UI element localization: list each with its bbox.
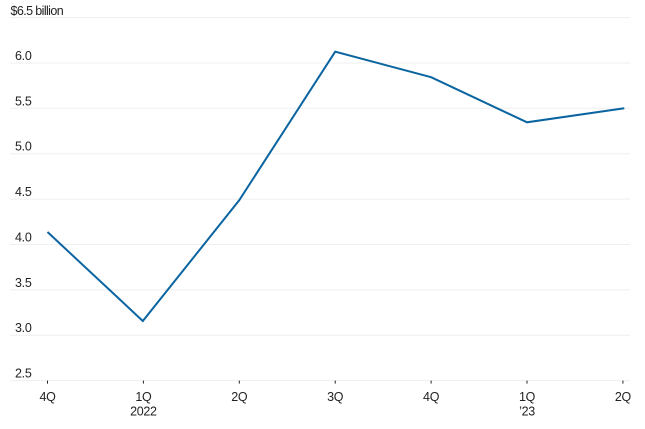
svg-text:3.0: 3.0	[15, 321, 32, 335]
svg-text:4.0: 4.0	[15, 230, 32, 244]
svg-text:1Q: 1Q	[135, 390, 152, 404]
svg-text:1Q: 1Q	[519, 390, 536, 404]
svg-text:4Q: 4Q	[39, 390, 56, 404]
svg-text:3.5: 3.5	[15, 276, 32, 290]
svg-text:2Q: 2Q	[231, 390, 248, 404]
svg-text:4Q: 4Q	[423, 390, 440, 404]
svg-text:2022: 2022	[130, 405, 157, 419]
svg-text:$6.5 billion: $6.5 billion	[11, 4, 64, 18]
svg-text:6.0: 6.0	[15, 49, 32, 63]
svg-text:2.5: 2.5	[15, 367, 32, 381]
svg-text:2Q: 2Q	[615, 390, 632, 404]
svg-text:3Q: 3Q	[327, 390, 344, 404]
svg-text:4.5: 4.5	[15, 185, 32, 199]
svg-text:5.0: 5.0	[15, 140, 32, 154]
svg-text:’23: ’23	[519, 405, 535, 419]
svg-text:5.5: 5.5	[15, 94, 32, 108]
